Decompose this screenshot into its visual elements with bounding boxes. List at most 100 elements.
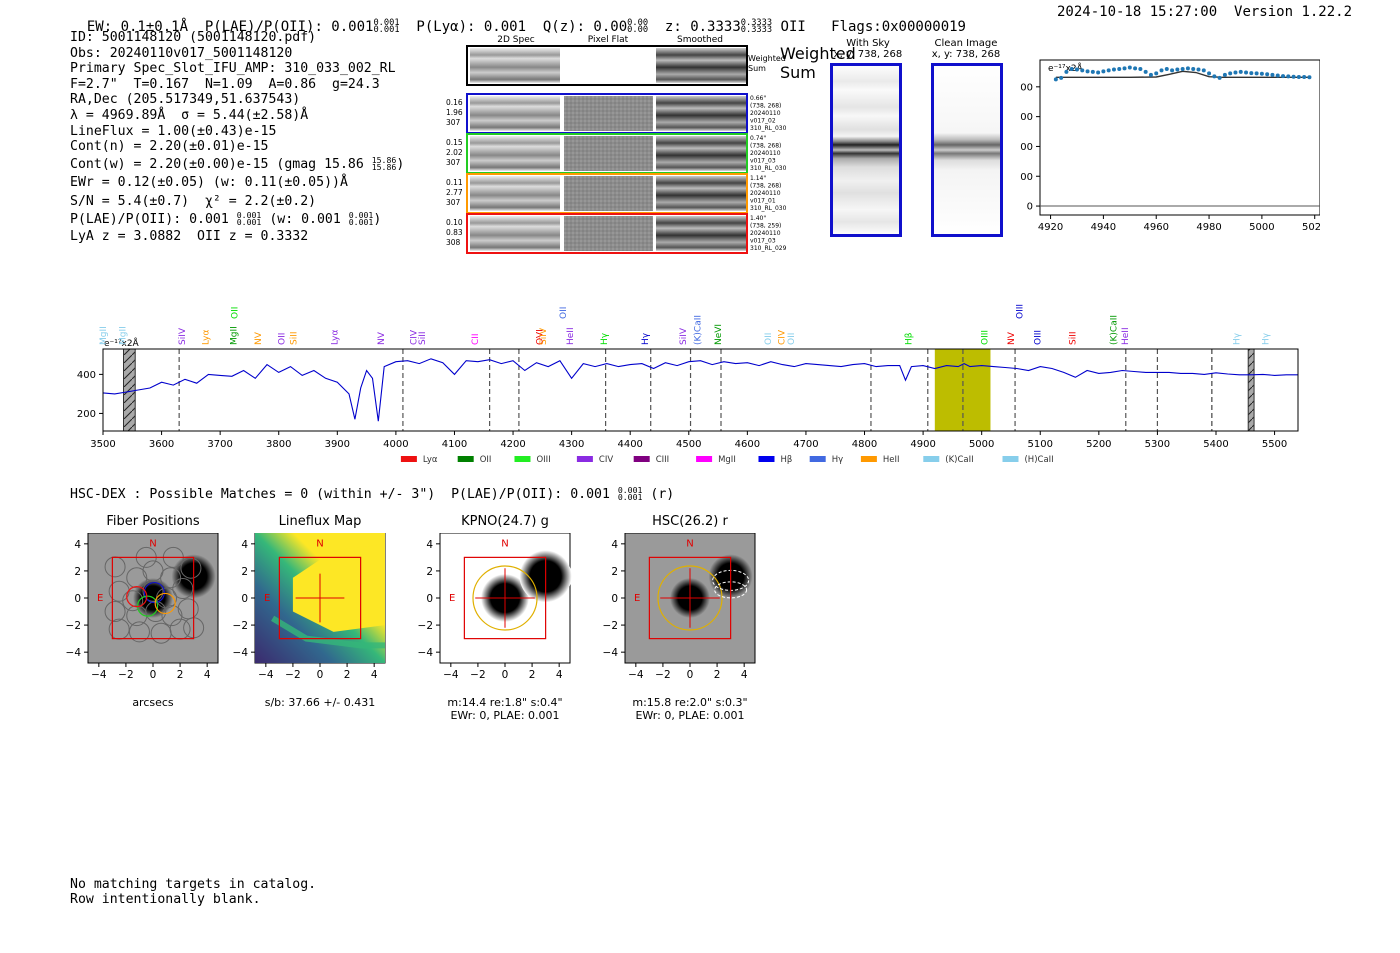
header-plae-frac: 0.001 0.001 [373, 18, 400, 35]
fiber-row-flat [564, 96, 653, 131]
header-version: Version 1.22.2 [1234, 4, 1353, 20]
full-xtick-label: 4000 [383, 439, 408, 450]
fiber-row-stat: 307 [446, 198, 461, 207]
full-xtick-label: 4300 [559, 439, 584, 450]
zoom-data-point [1148, 72, 1153, 77]
zoom-ytick-label: 300 [1020, 112, 1033, 123]
zoom-xtick-label: 4980 [1196, 222, 1221, 233]
fiber-row-flat [564, 216, 653, 251]
legend-label: OIII [536, 455, 550, 465]
zoom-data-point [1138, 66, 1143, 71]
spectral-line-label: OVI [535, 329, 545, 345]
fiber-circle [172, 578, 194, 600]
info-line: Obs: 20240110v017_5001148120 [70, 45, 293, 61]
zoom-data-point [1154, 71, 1159, 76]
info-line-lyaz: LyA z = 3.0882 OII z = 0.3332 [70, 229, 309, 245]
fiber-row-meta: v017_03 [750, 158, 776, 165]
fiber-row-stat: 2.77 [446, 188, 463, 197]
zoom-axes-frame [1039, 59, 1320, 216]
zoom-data-point [1307, 75, 1312, 80]
legend-label: Hγ [832, 455, 843, 465]
cutout-xtick-label: −2 [118, 669, 133, 681]
full-xtick-label: 3500 [90, 439, 115, 450]
cutout-ytick-label: −2 [66, 620, 81, 632]
zoom-data-point [1244, 70, 1249, 75]
full-xtick-label: 5200 [1086, 439, 1111, 450]
primary-fiber-circle [154, 592, 176, 615]
legend-swatch [758, 456, 775, 462]
full-xtick-label: 5000 [969, 439, 994, 450]
cutout-image: N E −4 −4 −2 −2 0 0 2 2 4 4 [418, 533, 572, 681]
fiber-row-meta: 1.40" [750, 215, 766, 222]
zoom-data-point [1159, 68, 1164, 73]
fiber-row-2d [470, 136, 560, 171]
spectral-line-label: OII [559, 307, 569, 319]
zoom-data-point [1281, 74, 1286, 79]
aperture-circle [657, 565, 723, 631]
fov-box [463, 556, 547, 640]
spectral-line-label: OII [764, 333, 774, 345]
cutout-caption: m:15.8 re:2.0" s:0.3" [632, 696, 748, 709]
cutout-title: KPNO(24.7) g [461, 514, 549, 529]
legend-label: Hβ [780, 455, 792, 465]
cutout-caption: arcsecs [132, 696, 174, 709]
legend-swatch [457, 456, 474, 462]
weighted-label-bind: Weighted Sum [780, 44, 856, 82]
fiber-row-meta: 20240110 [750, 190, 781, 197]
info-block: ID: 5001148120 (5001148120.pdf) Obs: 202… [70, 30, 404, 245]
with-sky-coords: x, y: 738, 268 [833, 49, 903, 60]
masked-region [1247, 348, 1255, 432]
full-xtick-label: 5500 [1262, 439, 1287, 450]
spectral-line-label: OIII [1016, 304, 1026, 319]
fiber-row-stat: 0.11 [446, 178, 463, 187]
header-z-frac: 0.3333 0.3333 [740, 18, 773, 35]
cutout-image: N E −4 −4 −2 −2 0 0 2 2 4 4 [66, 533, 219, 681]
zoom-data-point [1127, 65, 1132, 70]
fiber-row-smoothed [656, 136, 746, 171]
spectral-line-label: OII [231, 307, 241, 319]
east-label: E [264, 593, 270, 604]
fiber-row-2d [470, 216, 560, 251]
spectral-line-label: MgII [118, 326, 128, 345]
legend-label: HeII [883, 455, 900, 465]
cutout-ytick-label: −2 [233, 620, 248, 632]
full-xtick-label: 4900 [910, 439, 935, 450]
header-flags: Flags:0x00000019 [831, 19, 966, 35]
zoom-data-point [1122, 66, 1127, 71]
cutout-xtick-label: 0 [502, 669, 509, 681]
zoom-data-point [1096, 70, 1101, 75]
spectral-line-label: (K)CaII [1109, 315, 1119, 345]
spectral-line-label: Hβ [904, 332, 914, 345]
fiber-row-2d [470, 96, 560, 131]
info-line-contw: Cont(w) = 2.20(±0.00)e-15 (gmag 15.86 15… [70, 155, 405, 172]
zoom-data-point [1207, 71, 1212, 76]
header-z-line: OII [780, 19, 806, 35]
zoom-data-point [1064, 69, 1069, 74]
cutout-image: N E −4 −4 −2 −2 0 0 2 2 4 4 [603, 533, 756, 681]
header-plae: P(LAE)/P(OII): 0.001 [204, 19, 374, 35]
cutout-xtick-label: −2 [285, 669, 300, 681]
zoom-model-line [1055, 70, 1310, 78]
fiber-circle [161, 605, 183, 627]
spectral-line-label: HeII [566, 327, 576, 345]
cutout-ytick-label: 0 [426, 593, 433, 605]
info-line: F=2.7" T=0.167 N=1.09 A=0.86 g=24.3 [70, 76, 380, 92]
zoom-data-point [1296, 74, 1301, 79]
zoom-data-point [1053, 77, 1058, 82]
spectral-line-label: SiII [1068, 331, 1078, 345]
full-xtick-label: 3600 [149, 439, 174, 450]
weighted-label-2: Sum [748, 64, 766, 73]
cutout-xtick-label: −4 [628, 669, 644, 681]
weighted-label: Weighted [748, 54, 786, 63]
fiber-row-stat: 308 [446, 238, 461, 247]
cutout-caption: m:14.4 re:1.8" s:0.4" [447, 696, 563, 709]
cutout-ytick-label: 0 [74, 593, 81, 605]
header-plya: P(Lyα): 0.001 [416, 19, 526, 35]
spectral-line-label: OIII [981, 330, 991, 345]
spectral-line-label: MgII [230, 326, 240, 345]
fiber-row-meta: (738, 268) [750, 143, 781, 150]
legend-label: MgII [718, 455, 736, 465]
cutout-title: HSC(26.2) r [652, 514, 728, 529]
header-datetime: 2024-10-18 15:27:00 [1057, 4, 1218, 20]
